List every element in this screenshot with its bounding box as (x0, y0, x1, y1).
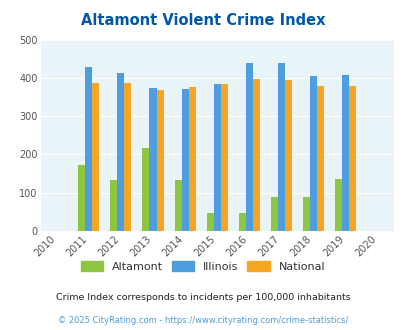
Text: Crime Index corresponds to incidents per 100,000 inhabitants: Crime Index corresponds to incidents per… (55, 292, 350, 302)
Bar (174, 180, 181, 231)
Bar (124, 83, 131, 231)
Bar (213, 84, 220, 231)
Bar (92, 83, 99, 231)
Bar (245, 63, 252, 231)
Bar (309, 76, 316, 231)
Bar (156, 90, 163, 231)
Bar (110, 180, 117, 231)
Bar (238, 214, 245, 231)
Bar (206, 214, 213, 231)
Bar (334, 179, 341, 231)
Bar (78, 165, 85, 231)
Bar (142, 148, 149, 231)
Bar (341, 75, 348, 231)
Bar (284, 80, 291, 231)
Bar (85, 67, 92, 231)
Bar (270, 197, 277, 231)
Bar (252, 79, 259, 231)
Bar (316, 85, 323, 231)
Legend: Altamont, Illinois, National: Altamont, Illinois, National (76, 256, 329, 276)
Bar (181, 89, 188, 231)
Text: Altamont Violent Crime Index: Altamont Violent Crime Index (81, 13, 324, 28)
Bar (277, 63, 284, 231)
Bar (348, 86, 355, 231)
Bar (302, 197, 309, 231)
Bar (117, 73, 124, 231)
Bar (149, 88, 156, 231)
Bar (220, 84, 227, 231)
Bar (188, 87, 195, 231)
Text: © 2025 CityRating.com - https://www.cityrating.com/crime-statistics/: © 2025 CityRating.com - https://www.city… (58, 315, 347, 325)
